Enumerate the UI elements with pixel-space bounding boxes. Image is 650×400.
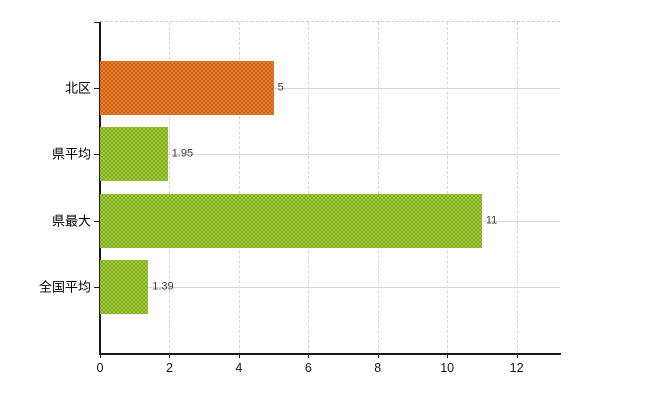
category-label: 県最大 [51,213,91,229]
vertical-gridline [447,22,449,353]
category-gridline [100,154,560,156]
x-tick-label: 12 [509,361,524,375]
y-axis-tick [94,88,100,90]
y-axis-tick [94,220,100,222]
bar [100,259,149,314]
bar [100,193,482,248]
x-tick-label: 10 [440,361,455,375]
category-gridline [100,88,560,90]
category-label: 北区 [64,80,91,96]
value-label: 11 [485,214,498,227]
x-axis-tick [169,353,171,358]
category-label: 全国平均 [38,279,91,295]
x-tick-label: 6 [304,361,312,375]
x-axis-tick [238,353,240,358]
category-gridline [100,286,560,288]
bar [100,127,168,182]
plot-top-border [100,21,560,22]
value-label: 1.95 [171,147,194,160]
y-axis-tick [94,154,100,156]
x-axis-tick [377,353,379,358]
value-label: 5 [277,81,284,94]
x-axis-tick [308,353,310,358]
x-tick-label: 8 [374,361,382,375]
plot-area: 0 2 4 6 8 10 12 5 北区 1.95 県平均 11 県最大 1.39 全国平均 [39,21,561,374]
y-axis-tick [94,286,100,288]
x-axis-tick [516,353,518,358]
category-label: 県平均 [51,146,91,162]
x-axis-line [99,353,561,355]
vertical-gridline [238,22,240,353]
vertical-gridline [516,22,518,353]
x-tick-label: 4 [235,361,243,375]
vertical-gridline [308,22,310,353]
x-tick-label: 2 [165,361,173,375]
x-tick-label: 0 [96,361,104,375]
y-axis-top-tick [94,22,100,23]
y-axis-line [99,22,101,354]
value-label: 1.39 [152,280,174,293]
x-axis-tick [447,353,449,358]
vertical-gridline [169,22,171,353]
x-axis-tick [100,353,101,358]
vertical-gridline [377,22,379,353]
bar [100,61,274,116]
